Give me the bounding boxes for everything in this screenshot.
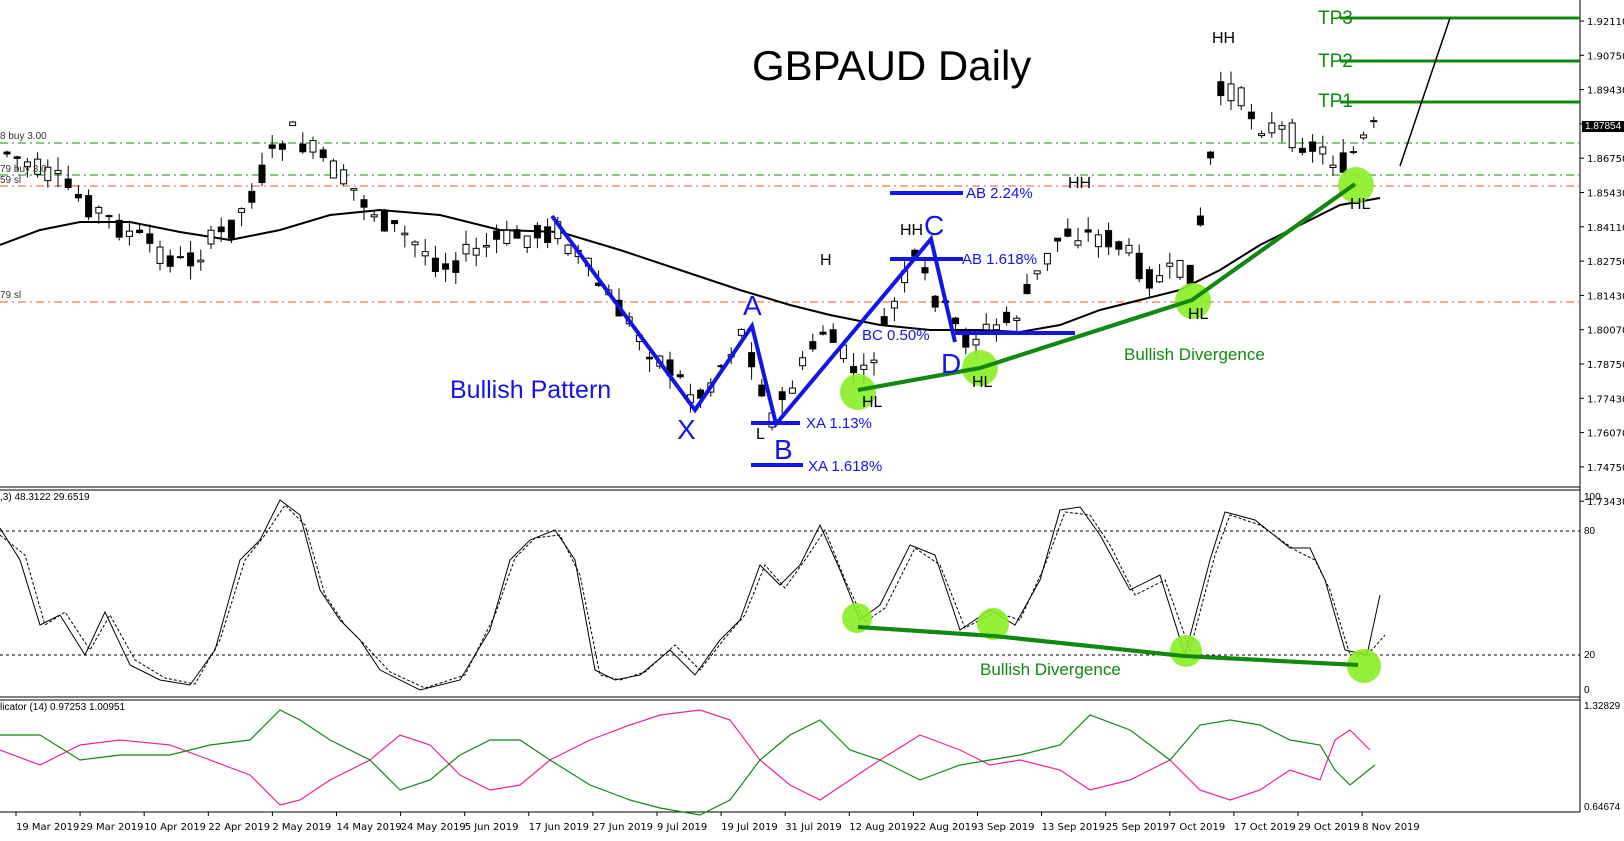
- price-tick-label: 1.89430: [1587, 86, 1624, 97]
- point-a-label: A: [743, 290, 762, 321]
- price-tick-label: 1.76070: [1587, 429, 1624, 440]
- date-tick-label: 17 Oct 2019: [1234, 822, 1296, 833]
- price-tick-label: 1.84110: [1587, 223, 1624, 234]
- swing-hl-label: HL: [1188, 306, 1209, 323]
- sl-level-label-2: 79 sl: [0, 290, 22, 301]
- indicator-tick-bottom: 0.64674: [1584, 802, 1621, 813]
- price-tick-label: 1.85430: [1587, 189, 1624, 200]
- point-x-label: X: [677, 414, 696, 445]
- buy-level-label-1: 8 buy 3.00: [0, 131, 47, 142]
- date-tick-label: 19 Jul 2019: [721, 822, 778, 833]
- date-tick-label: 12 Aug 2019: [849, 822, 913, 833]
- stoch-header: ,3) 48.3122 29.6519: [0, 492, 90, 503]
- date-tick-label: 31 Jul 2019: [785, 822, 842, 833]
- swing-hh-label: HH: [1068, 175, 1092, 192]
- date-tick-label: 22 Aug 2019: [913, 822, 977, 833]
- pattern-title: Bullish Pattern: [450, 376, 612, 404]
- swing-h-label: H: [820, 252, 832, 269]
- indicator-pink-line: [0, 709, 1371, 806]
- chart-title: GBPAUD Daily: [752, 42, 1032, 89]
- ab1618-label: AB 1.618%: [962, 251, 1038, 268]
- date-tick-label: 7 Oct 2019: [1170, 822, 1225, 833]
- indicator-tick-top: 1.32829: [1584, 701, 1621, 712]
- date-tick-label: 10 Apr 2019: [144, 822, 206, 833]
- price-tick-label: 1.82750: [1587, 257, 1624, 268]
- tp1-label: TP1: [1318, 91, 1353, 112]
- date-tick-label: 27 Jun 2019: [593, 822, 653, 833]
- date-tick-label: 29 Oct 2019: [1298, 822, 1360, 833]
- xabcd-pattern: [550, 191, 1075, 467]
- buy-level-label-2: 79 buy 3.0: [0, 164, 47, 175]
- date-tick-label: 14 May 2019: [337, 822, 402, 833]
- stoch-tick-80: 80: [1584, 526, 1596, 537]
- swing-hl-label: HL: [862, 394, 883, 411]
- stochastic-panel: [0, 499, 1580, 691]
- date-tick-label: 3 Sep 2019: [978, 822, 1035, 833]
- tp3-label: TP3: [1318, 8, 1353, 29]
- price-tick-label: 1.81430: [1587, 291, 1624, 302]
- projection-line: [1399, 17, 1451, 167]
- stoch-main-line: [0, 499, 1381, 691]
- stoch-tick-100: 100: [1584, 492, 1601, 503]
- date-tick-label: 19 Mar 2019: [16, 822, 79, 833]
- swing-hh-label: HH: [1212, 30, 1236, 47]
- price-tick-label: 1.73430: [1587, 497, 1624, 508]
- price-tick-label: 1.77430: [1587, 394, 1624, 405]
- point-d-label: D: [941, 348, 962, 379]
- date-tick-label: 29 Mar 2019: [80, 822, 143, 833]
- date-tick-label: 22 Apr 2019: [208, 822, 270, 833]
- swing-hl-label: HL: [1350, 196, 1371, 213]
- date-tick-label: 8 Nov 2019: [1362, 822, 1420, 833]
- point-b-label: B: [774, 434, 793, 465]
- date-tick-label: 24 May 2019: [401, 822, 466, 833]
- stoch-divergence-label: Bullish Divergence: [980, 660, 1121, 679]
- price-tick-label: 1.86750: [1587, 154, 1624, 165]
- point-c-label: C: [924, 210, 945, 241]
- date-tick-label: 9 Jul 2019: [657, 822, 707, 833]
- hl-marker: [840, 374, 876, 410]
- indicator-panel: [0, 709, 1376, 816]
- level-lines: [0, 16, 1580, 303]
- price-tick-label: 1.92110: [1587, 17, 1624, 28]
- swing-hh-label: HH: [900, 222, 924, 239]
- stoch-tick-20: 20: [1584, 650, 1596, 661]
- price-tick-label: 1.80070: [1587, 326, 1624, 337]
- date-tick-label: 13 Sep 2019: [1042, 822, 1105, 833]
- price-axis: 1.921101.907501.894301.881101.867501.854…: [1580, 17, 1624, 508]
- date-tick-label: 5 Jun 2019: [465, 822, 519, 833]
- panel-frames: [0, 0, 1581, 813]
- indicator-green-line: [0, 709, 1376, 816]
- stoch-tick-0: 0: [1584, 685, 1590, 696]
- xa1618-label: XA 1.618%: [808, 458, 883, 475]
- price-tick-label: 1.78750: [1587, 360, 1624, 371]
- date-tick-label: 2 May 2019: [272, 822, 331, 833]
- price-tick-label: 1.74750: [1587, 463, 1624, 474]
- hl-marker: [1338, 167, 1374, 203]
- date-tick-label: 25 Sep 2019: [1106, 822, 1169, 833]
- tp2-label: TP2: [1318, 51, 1353, 72]
- sl-level-label-1: 59 sl: [0, 175, 22, 186]
- bc050-label: BC 0.50%: [862, 327, 930, 344]
- price-divergence: [840, 167, 1374, 410]
- swing-l-label: L: [756, 426, 765, 443]
- price-divergence-label: Bullish Divergence: [1124, 345, 1265, 364]
- candlesticks: [3, 71, 1378, 431]
- price-tick-label: 1.90750: [1587, 51, 1624, 62]
- date-tick-label: 17 Jun 2019: [529, 822, 589, 833]
- current-price-badge: 1.87854: [1582, 121, 1624, 132]
- stoch-signal-line: [0, 504, 1386, 689]
- indicator-header: licator (14) 0.97253 1.00951: [0, 702, 126, 713]
- xa113-label: XA 1.13%: [806, 415, 872, 432]
- ab224-label: AB 2.24%: [966, 185, 1033, 202]
- swing-hl-label: HL: [972, 374, 993, 391]
- date-axis: 19 Mar 2019 29 Mar 2019 10 Apr 2019 22 Apr …: [15, 812, 1420, 833]
